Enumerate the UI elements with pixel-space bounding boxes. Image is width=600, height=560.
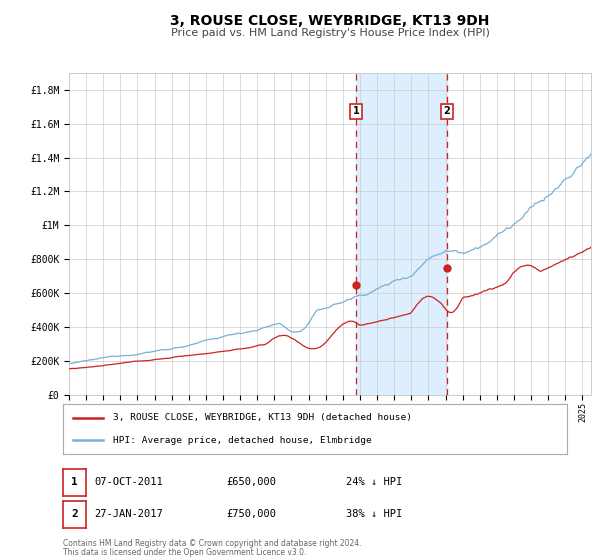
Text: 07-OCT-2011: 07-OCT-2011 [94, 477, 163, 487]
Text: 38% ↓ HPI: 38% ↓ HPI [346, 509, 403, 519]
Text: £650,000: £650,000 [226, 477, 276, 487]
Text: 2: 2 [71, 509, 78, 519]
Text: This data is licensed under the Open Government Licence v3.0.: This data is licensed under the Open Gov… [63, 548, 307, 557]
Text: 2: 2 [443, 106, 450, 116]
Text: 3, ROUSE CLOSE, WEYBRIDGE, KT13 9DH (detached house): 3, ROUSE CLOSE, WEYBRIDGE, KT13 9DH (det… [113, 413, 412, 422]
Text: 1: 1 [71, 477, 78, 487]
Text: 27-JAN-2017: 27-JAN-2017 [94, 509, 163, 519]
Text: HPI: Average price, detached house, Elmbridge: HPI: Average price, detached house, Elmb… [113, 436, 372, 445]
Text: 3, ROUSE CLOSE, WEYBRIDGE, KT13 9DH: 3, ROUSE CLOSE, WEYBRIDGE, KT13 9DH [170, 14, 490, 28]
Text: Price paid vs. HM Land Registry's House Price Index (HPI): Price paid vs. HM Land Registry's House … [170, 28, 490, 38]
Text: 1: 1 [353, 106, 359, 116]
Bar [356, 73, 447, 395]
Text: £750,000: £750,000 [226, 509, 276, 519]
Text: 24% ↓ HPI: 24% ↓ HPI [346, 477, 403, 487]
Text: Contains HM Land Registry data © Crown copyright and database right 2024.: Contains HM Land Registry data © Crown c… [63, 539, 361, 548]
